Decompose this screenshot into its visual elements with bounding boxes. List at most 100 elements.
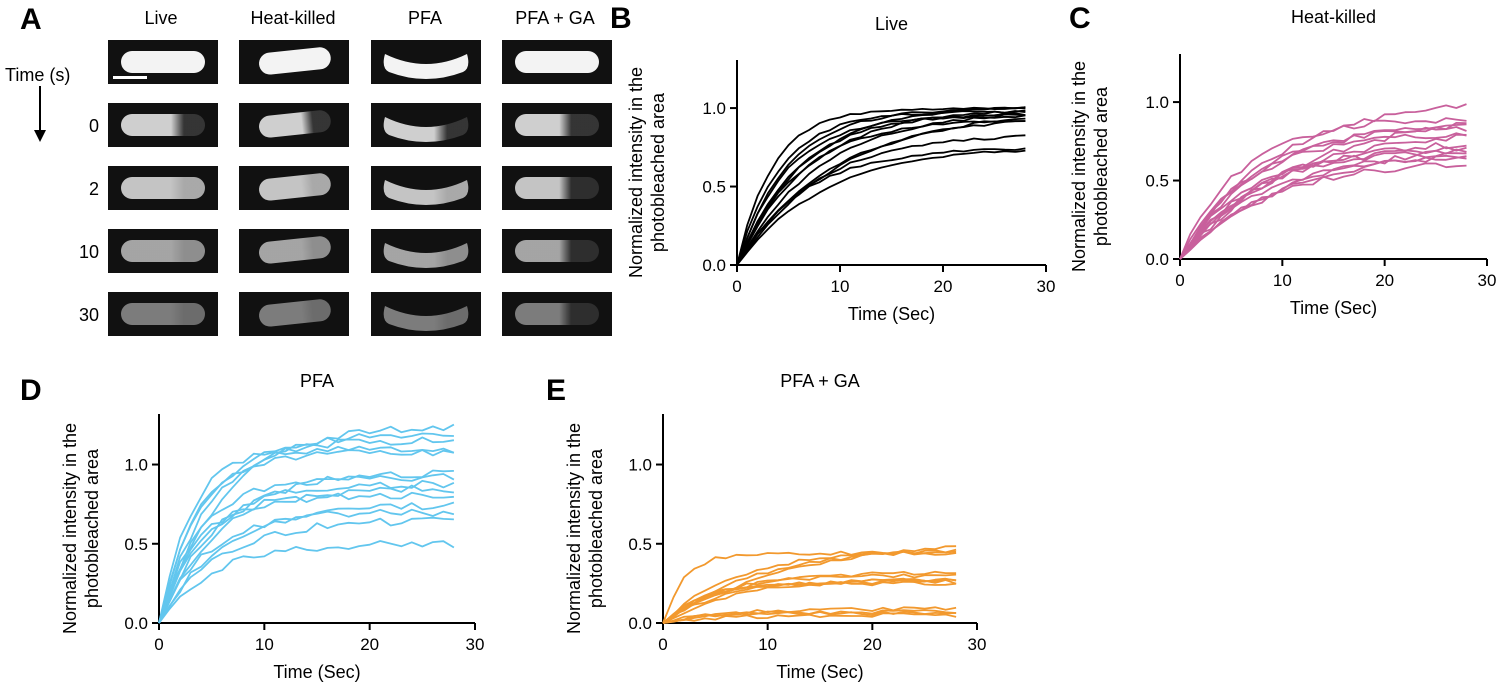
series-line-13 [736, 147, 1026, 266]
series-line-8 [1179, 146, 1467, 260]
series-line-14 [662, 612, 957, 624]
series-group [158, 423, 455, 624]
x-tick-label: 0 [154, 635, 163, 654]
series-line-2 [158, 432, 454, 624]
cell-image-3-1 [371, 40, 481, 84]
cell-image-4-5 [502, 292, 612, 336]
bacterium-shape [383, 243, 469, 268]
bacterium-shape [515, 303, 599, 325]
x-tick-label: 30 [1037, 277, 1056, 296]
series-line-7 [158, 473, 455, 624]
bacterium-shape [259, 299, 331, 327]
series-line-14 [736, 117, 1026, 266]
cell-image-2-1 [239, 40, 349, 84]
bacterium-shape [259, 47, 331, 75]
column-header-heat-killed: Heat-killed [250, 8, 336, 28]
series-line-8 [158, 479, 455, 624]
y-tick-label: 0.5 [1145, 172, 1169, 191]
x-tick-label: 0 [658, 635, 667, 654]
cell-image-3-3 [371, 166, 481, 210]
y-tick-label: 1.0 [1145, 93, 1169, 112]
cell-image-1-5 [108, 292, 218, 336]
chart-e-pfa-ga: E PFA + GA 0 10 20 30 0.0 0.5 1.0 Time (Sec) Norma… [546, 371, 986, 682]
x-tick-label: 20 [360, 635, 379, 654]
cell-image-2-4 [239, 229, 349, 273]
chart-b-live: B Live 0 10 20 30 0.0 0.5 1.0 Time (Sec) Normalize… [610, 2, 1055, 324]
row-label-30: 30 [78, 305, 99, 325]
bacterium-shape [383, 306, 469, 331]
y-tick-label: 0.5 [124, 535, 148, 554]
cell-image-4-3 [502, 166, 612, 210]
y-tick-label: 1.0 [702, 99, 726, 118]
panel-letter-b: B [610, 2, 632, 35]
series-line-4 [158, 445, 455, 624]
series-line-14 [158, 540, 455, 624]
cell-image-4-1 [502, 40, 612, 84]
series-line-10 [662, 580, 957, 624]
x-tick-label: 0 [732, 277, 741, 296]
cell-image-1-3 [108, 166, 218, 210]
series-line-12 [158, 508, 455, 624]
cell-image-1-2 [108, 103, 218, 147]
series-line-6 [158, 469, 454, 624]
cell-image-4-2 [502, 103, 612, 147]
bacterium-shape [121, 303, 205, 325]
x-tick-label: 30 [466, 635, 485, 654]
cell-image-3-2 [371, 103, 481, 147]
chart-title: PFA [300, 371, 334, 391]
series-line-14 [1179, 162, 1467, 260]
series-group [1179, 103, 1467, 260]
chart-title: PFA + GA [780, 371, 860, 391]
series-line-5 [662, 570, 957, 624]
x-axis-label: Time (Sec) [776, 662, 863, 682]
bacterium-shape [515, 51, 599, 73]
bacterium-shape [121, 51, 205, 73]
y-axis-label: Normalized intensity in the photobleached… [1069, 61, 1111, 272]
y-tick-label: 0.0 [124, 614, 148, 633]
chart-c-heat-killed: C Heat-killed 0 10 20 30 0.0 0.5 1.0 Time (Sec) No… [1069, 2, 1496, 318]
bacterium-shape [515, 114, 599, 136]
time-down-arrow-icon [34, 86, 46, 142]
chart-title: Live [875, 14, 908, 34]
scale-bar [113, 76, 147, 79]
y-tick-label: 0.0 [628, 614, 652, 633]
series-group [662, 545, 957, 624]
bacterium-shape [121, 177, 205, 199]
series-line-2 [736, 110, 1026, 266]
series-line-4 [662, 548, 957, 624]
series-line-8 [662, 578, 957, 624]
y-axis-label: Normalized intensity in the photobleached… [626, 67, 668, 278]
series-line-13 [158, 516, 454, 624]
chart-d-pfa: D PFA 0 10 20 30 0.0 0.5 1.0 Time (Sec) Normalized… [20, 371, 485, 682]
y-tick-label: 0.0 [1145, 250, 1169, 269]
bacterium-shape [259, 236, 331, 264]
column-header-live: Live [144, 8, 178, 28]
series-group [736, 106, 1026, 266]
series-line-12 [1179, 148, 1467, 260]
bacterium-shape [259, 173, 331, 201]
series-line-5 [158, 449, 455, 624]
panel-letter-e: E [546, 374, 566, 407]
series-line-3 [1179, 123, 1467, 260]
series-line-6 [736, 114, 1026, 266]
series-line-10 [1179, 151, 1467, 260]
series-line-2 [1179, 117, 1467, 260]
bacterium-shape [383, 117, 469, 142]
y-tick-label: 0.5 [702, 178, 726, 197]
series-line-7 [736, 120, 1026, 266]
series-line-9 [736, 113, 1026, 266]
series-line-4 [1179, 126, 1467, 260]
bacterium-shape [383, 54, 469, 79]
y-tick-label: 1.0 [628, 456, 652, 475]
series-line-1 [1179, 103, 1467, 260]
bacterium-shape [515, 177, 599, 199]
column-header-pfa-ga: PFA + GA [515, 8, 595, 28]
series-line-13 [1179, 122, 1467, 260]
y-axis-label: Normalized intensity in the photobleached… [564, 423, 606, 634]
series-line-11 [158, 501, 455, 624]
bacterium-shape [259, 110, 331, 138]
y-tick-label: 0.5 [628, 535, 652, 554]
panel-letter-c: C [1069, 2, 1091, 35]
bacterium-shape [121, 240, 205, 262]
cell-image-3-5 [371, 292, 481, 336]
